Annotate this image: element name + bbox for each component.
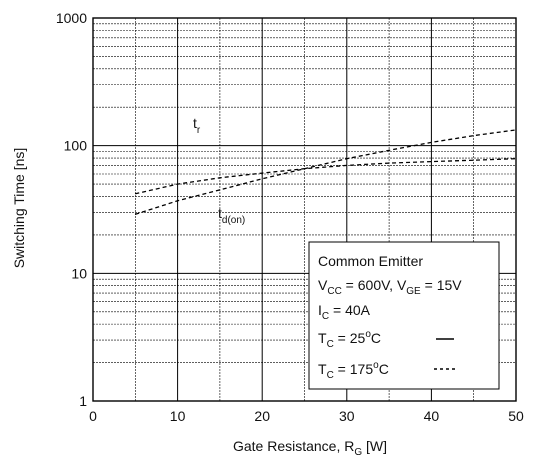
series-line-td-on bbox=[135, 158, 517, 195]
legend-line-tc25: TC = 25oC bbox=[318, 329, 381, 350]
y-tick-label: 1000 bbox=[56, 10, 87, 26]
legend-box bbox=[308, 241, 500, 390]
y-tick-label: 1 bbox=[79, 393, 87, 409]
y-tick-labels: 1 10 100 1000 bbox=[56, 10, 87, 409]
legend-line-vcc: VCC = 600V, VGE = 15V bbox=[318, 277, 462, 297]
y-axis-label: Switching Time [ns] bbox=[11, 148, 27, 269]
x-tick-label: 40 bbox=[424, 408, 440, 424]
legend-title: Common Emitter bbox=[318, 253, 423, 269]
series-layer bbox=[135, 129, 517, 215]
y-tick-label: 100 bbox=[64, 138, 88, 154]
x-tick-label: 0 bbox=[89, 408, 97, 424]
plot-border bbox=[92, 17, 517, 402]
grid bbox=[92, 17, 517, 402]
td-on-annotation: td(on) bbox=[218, 205, 245, 226]
series-line-tr bbox=[135, 129, 517, 215]
tr-annotation: tr bbox=[193, 115, 201, 136]
legend-line-tc175: TC = 175oC bbox=[318, 360, 389, 381]
x-axis-label: Gate Resistance, RG [W] bbox=[233, 438, 387, 458]
x-tick-label: 50 bbox=[508, 408, 524, 424]
x-tick-label: 10 bbox=[170, 408, 186, 424]
x-tick-labels: 0 10 20 30 40 50 bbox=[89, 408, 524, 424]
x-tick-label: 30 bbox=[339, 408, 355, 424]
x-tick-label: 20 bbox=[254, 408, 270, 424]
legend-line-ic: IC = 40A bbox=[318, 302, 371, 322]
y-tick-label: 10 bbox=[71, 265, 87, 281]
legend: Common Emitter VCC = 600V, VGE = 15V IC … bbox=[308, 241, 500, 390]
